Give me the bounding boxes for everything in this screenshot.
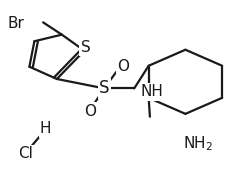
Text: O: O <box>84 104 96 119</box>
Text: NH: NH <box>140 84 163 99</box>
Text: S: S <box>99 79 109 97</box>
Text: Br: Br <box>8 16 24 31</box>
Text: Cl: Cl <box>18 146 33 161</box>
Text: H: H <box>40 121 51 136</box>
Text: S: S <box>80 40 90 55</box>
Text: O: O <box>117 59 129 74</box>
Text: NH$_2$: NH$_2$ <box>182 135 212 153</box>
